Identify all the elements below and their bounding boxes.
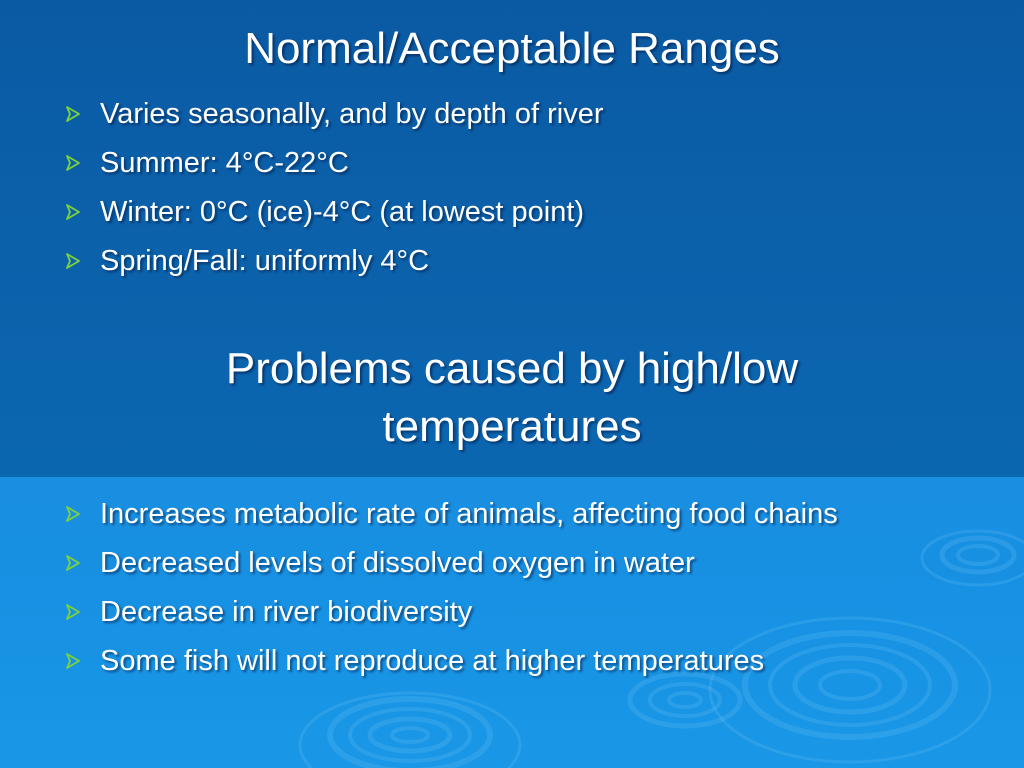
bullet-item: Decreased levels of dissolved oxygen in … [64, 541, 838, 590]
bullet-item: Summer: 4°C-22°C [64, 141, 603, 190]
bullet-text: Winter: 0°C (ice)-4°C (at lowest point) [100, 196, 585, 228]
arrow-bullet-icon [66, 506, 80, 522]
section-1-title: Normal/Acceptable Ranges [244, 24, 780, 73]
bullet-text: Varies seasonally, and by depth of river [100, 98, 604, 130]
arrow-bullet-icon [66, 253, 80, 269]
top-band-background [0, 0, 1024, 477]
section-2-title: Problems caused by high/low temperatures [0, 340, 1024, 456]
arrow-bullet-icon [66, 555, 80, 571]
bullet-item: Some fish will not reproduce at higher t… [64, 639, 838, 688]
section-2-title-line-2: temperatures [382, 402, 642, 451]
section-2-bullet-list: Increases metabolic rate of animals, aff… [64, 492, 838, 688]
bullet-item: Winter: 0°C (ice)-4°C (at lowest point) [64, 190, 603, 239]
bullet-item: Spring/Fall: uniformly 4°C [64, 239, 603, 288]
section-1-bullet-list: Varies seasonally, and by depth of river… [64, 92, 603, 288]
arrow-bullet-icon [66, 653, 80, 669]
bullet-text: Some fish will not reproduce at higher t… [100, 645, 765, 677]
bullet-text: Decreased levels of dissolved oxygen in … [100, 547, 695, 579]
arrow-bullet-icon [66, 155, 80, 171]
arrow-bullet-icon [66, 604, 80, 620]
arrow-bullet-icon [66, 106, 80, 122]
bullet-text: Spring/Fall: uniformly 4°C [100, 245, 430, 277]
bullet-item: Varies seasonally, and by depth of river [64, 92, 603, 141]
bullet-item: Decrease in river biodiversity [64, 590, 838, 639]
section-2-title-line-1: Problems caused by high/low [225, 344, 799, 393]
bullet-item: Increases metabolic rate of animals, aff… [64, 492, 838, 541]
bullet-text: Decrease in river biodiversity [100, 596, 473, 628]
bottom-band-background [0, 477, 1024, 768]
bullet-text: Summer: 4°C-22°C [100, 147, 349, 179]
arrow-bullet-icon [66, 204, 80, 220]
bullet-text: Increases metabolic rate of animals, aff… [100, 498, 838, 530]
